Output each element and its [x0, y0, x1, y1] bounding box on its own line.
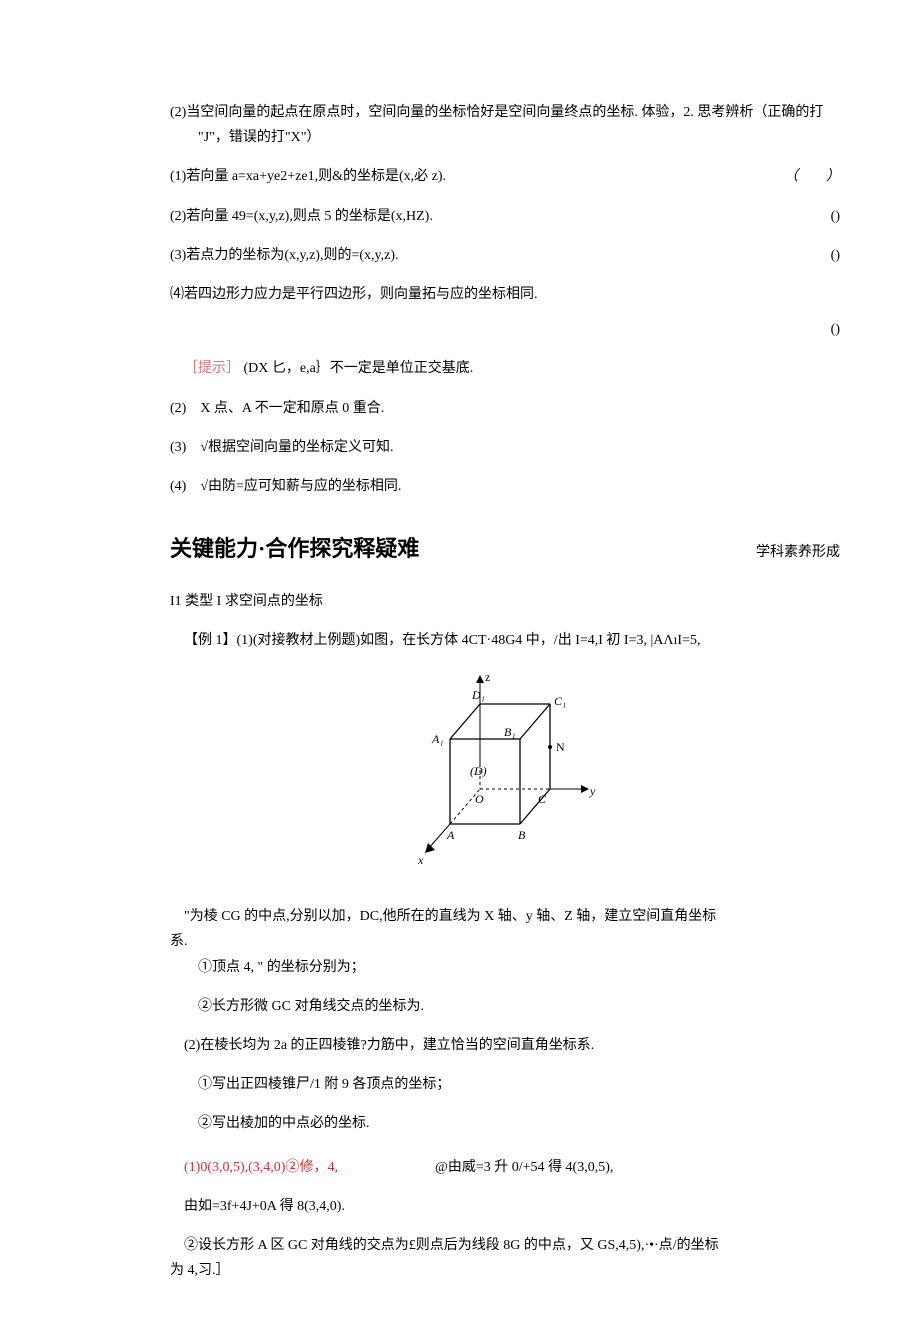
label-B: B [518, 828, 526, 842]
question-2-text: (2)若向量 49=(x,y,z),则点 5 的坐标是(x,HZ). [170, 204, 811, 229]
part-2a: ①写出正四棱锥尸/1 附 9 各顶点的坐标； [170, 1072, 840, 1097]
section-title: 关键能力·合作探究释疑难 [170, 529, 419, 569]
question-1-text: (1)若向量 a=xa+ye2+ze1,则&的坐标是(x,必 z). [170, 164, 764, 189]
hint-2: (2) X 点、A 不一定和原点 0 重合. [170, 396, 840, 421]
answer-1b: @由威=3 升 0/+54 得 4(3,0,5), [435, 1160, 613, 1175]
intro-item-2: (2)当空间向量的起点在原点时，空间向量的坐标恰好是空间向量终点的坐标. 体验，… [170, 100, 840, 150]
intro-item-2-line2: "J"，错误的打"X"） [170, 125, 840, 150]
label-O: O [475, 792, 484, 806]
axis-x-label: x [417, 853, 424, 867]
question-2: (2)若向量 49=(x,y,z),则点 5 的坐标是(x,HZ). () [170, 204, 840, 229]
answer-3a: ②设长方形 A 区 GC 对角线的交点为£则点后为线段 8G 的中点，又 GS,… [170, 1233, 840, 1258]
type-label: I1 类型 I 求空间点的坐标 [170, 589, 840, 614]
answer-line-1: (1)0(3,0,5),(3,4,0)②修，4, @由威=3 升 0/+54 得… [170, 1155, 840, 1180]
question-4-text: ⑷若四边形力应力是平行四边形，则向量拓与应的坐标相同. [170, 282, 840, 307]
question-3: (3)若点力的坐标为(x,y,z),则的=(x,y,z). () [170, 243, 840, 268]
after-figure-line1: "为棱 CG 的中点,分别以加，DC,他所在的直线为 X 轴、y 轴、Z 轴，建… [170, 904, 840, 929]
hint-1: ［提示］ (DX 匕，e,a｝不一定是单位正交基底. [170, 356, 840, 381]
after-figure-text: "为棱 CG 的中点,分别以加，DC,他所在的直线为 X 轴、y 轴、Z 轴，建… [170, 904, 840, 954]
question-3-text: (3)若点力的坐标为(x,y,z),则的=(x,y,z). [170, 243, 811, 268]
section-header: 关键能力·合作探究释疑难 学科素养形成 [170, 529, 840, 569]
answer-line-3: ②设长方形 A 区 GC 对角线的交点为£则点后为线段 8G 的中点，又 GS,… [170, 1233, 840, 1283]
label-D1: D₁ [471, 688, 485, 702]
cuboid-figure: z N y x D₁ C₁ A₁ B₁ (D) O C [170, 669, 840, 888]
label-A: A [446, 828, 455, 842]
hint-3: (3) √根据空间向量的坐标定义可知. [170, 435, 840, 460]
part-2: (2)在棱长均为 2a 的正四棱锥?力筋中，建立恰当的空间直角坐标系. [170, 1033, 840, 1058]
hint-label: ［提示］ [184, 361, 240, 376]
intro-item-2-line1: (2)当空间向量的起点在原点时，空间向量的坐标恰好是空间向量终点的坐标. 体验，… [170, 100, 840, 125]
cuboid-svg: z N y x D₁ C₁ A₁ B₁ (D) O C [390, 669, 620, 879]
question-1: (1)若向量 a=xa+ye2+ze1,则&的坐标是(x,必 z). （ ） [170, 164, 840, 189]
sub-1: ①顶点 4, " 的坐标分别为； [170, 955, 840, 980]
question-4: ⑷若四边形力应力是平行四边形，则向量拓与应的坐标相同. () [170, 282, 840, 342]
answer-1a: (1)0(3,0,5),(3,4,0)②修，4, [184, 1160, 338, 1175]
hint-1-text: (DX 匕，e,a｝不一定是单位正交基底. [244, 361, 474, 376]
label-C: C [538, 792, 547, 806]
example-1-lead: 【例 1】(1)(对接教材上例题)如图，在长方体 4CT·48G4 中，/出 I… [170, 628, 840, 653]
answer-3b: 为 4,习.］ [170, 1258, 840, 1283]
answer-line-2: 由如=3f+4J+0A 得 8(3,4,0). [170, 1194, 840, 1219]
label-N: N [556, 740, 565, 754]
hint-4: (4) √由防=应可知薪与应的坐标相同. [170, 474, 840, 499]
question-4-paren: () [170, 317, 840, 342]
axis-z-label: z [485, 670, 490, 684]
part-2b: ②写出棱加的中点必的坐标. [170, 1111, 840, 1136]
after-figure-line2: 系. [170, 929, 840, 954]
section-subtitle: 学科素养形成 [756, 540, 840, 565]
label-D: (D) [470, 764, 487, 778]
question-1-paren: （ ） [764, 164, 840, 189]
question-3-paren: () [811, 243, 840, 268]
label-B1: B₁ [504, 725, 516, 739]
question-2-paren: () [811, 204, 840, 229]
label-C1: C₁ [554, 694, 566, 708]
label-A1: A₁ [431, 732, 444, 746]
axis-y-label: y [589, 784, 596, 798]
sub-2: ②长方形微 GC 对角线交点的坐标为. [170, 994, 840, 1019]
